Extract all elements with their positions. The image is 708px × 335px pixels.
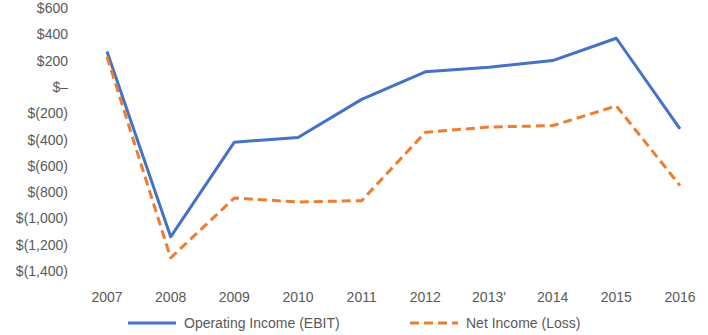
x-tick-label: 2015 [601,289,632,305]
y-tick-label: $(800) [28,184,68,200]
series-line [107,38,680,237]
x-tick-label: 2014 [537,289,568,305]
legend-label: Net Income (Loss) [466,315,580,331]
y-tick-label: $(1,400) [16,263,68,279]
x-tick-label: 2011 [347,289,377,305]
x-tick-label: 2016 [664,289,695,305]
y-tick-label: $(600) [28,158,68,174]
plot-area [107,38,680,258]
y-tick-label: $400 [37,26,68,42]
y-tick-label: $(1,000) [16,210,68,226]
x-tick-label: 2009 [219,289,250,305]
y-tick-label: $600 [37,0,68,16]
legend: Operating Income (EBIT) Net Income (Loss) [128,315,580,331]
x-tick-label: 2010 [282,289,313,305]
x-tick-label: 2013' [472,289,506,305]
legend-label: Operating Income (EBIT) [184,315,340,331]
chart: $600 $400 $200 $– $(200) $(400) $(600) $(800) $(… [0,0,708,335]
legend-swatch [410,322,458,325]
legend-swatch [128,322,176,325]
x-tick-label: 2012 [410,289,441,305]
y-tick-label: $200 [37,53,68,69]
x-tick-label: 2007 [91,289,122,305]
x-tick-label: 2008 [155,289,186,305]
y-tick-label: $– [52,79,68,95]
y-tick-label: $(200) [28,105,68,121]
y-tick-label: $(1,200) [16,237,68,253]
series-line [107,57,680,258]
y-tick-label: $(400) [28,132,68,148]
